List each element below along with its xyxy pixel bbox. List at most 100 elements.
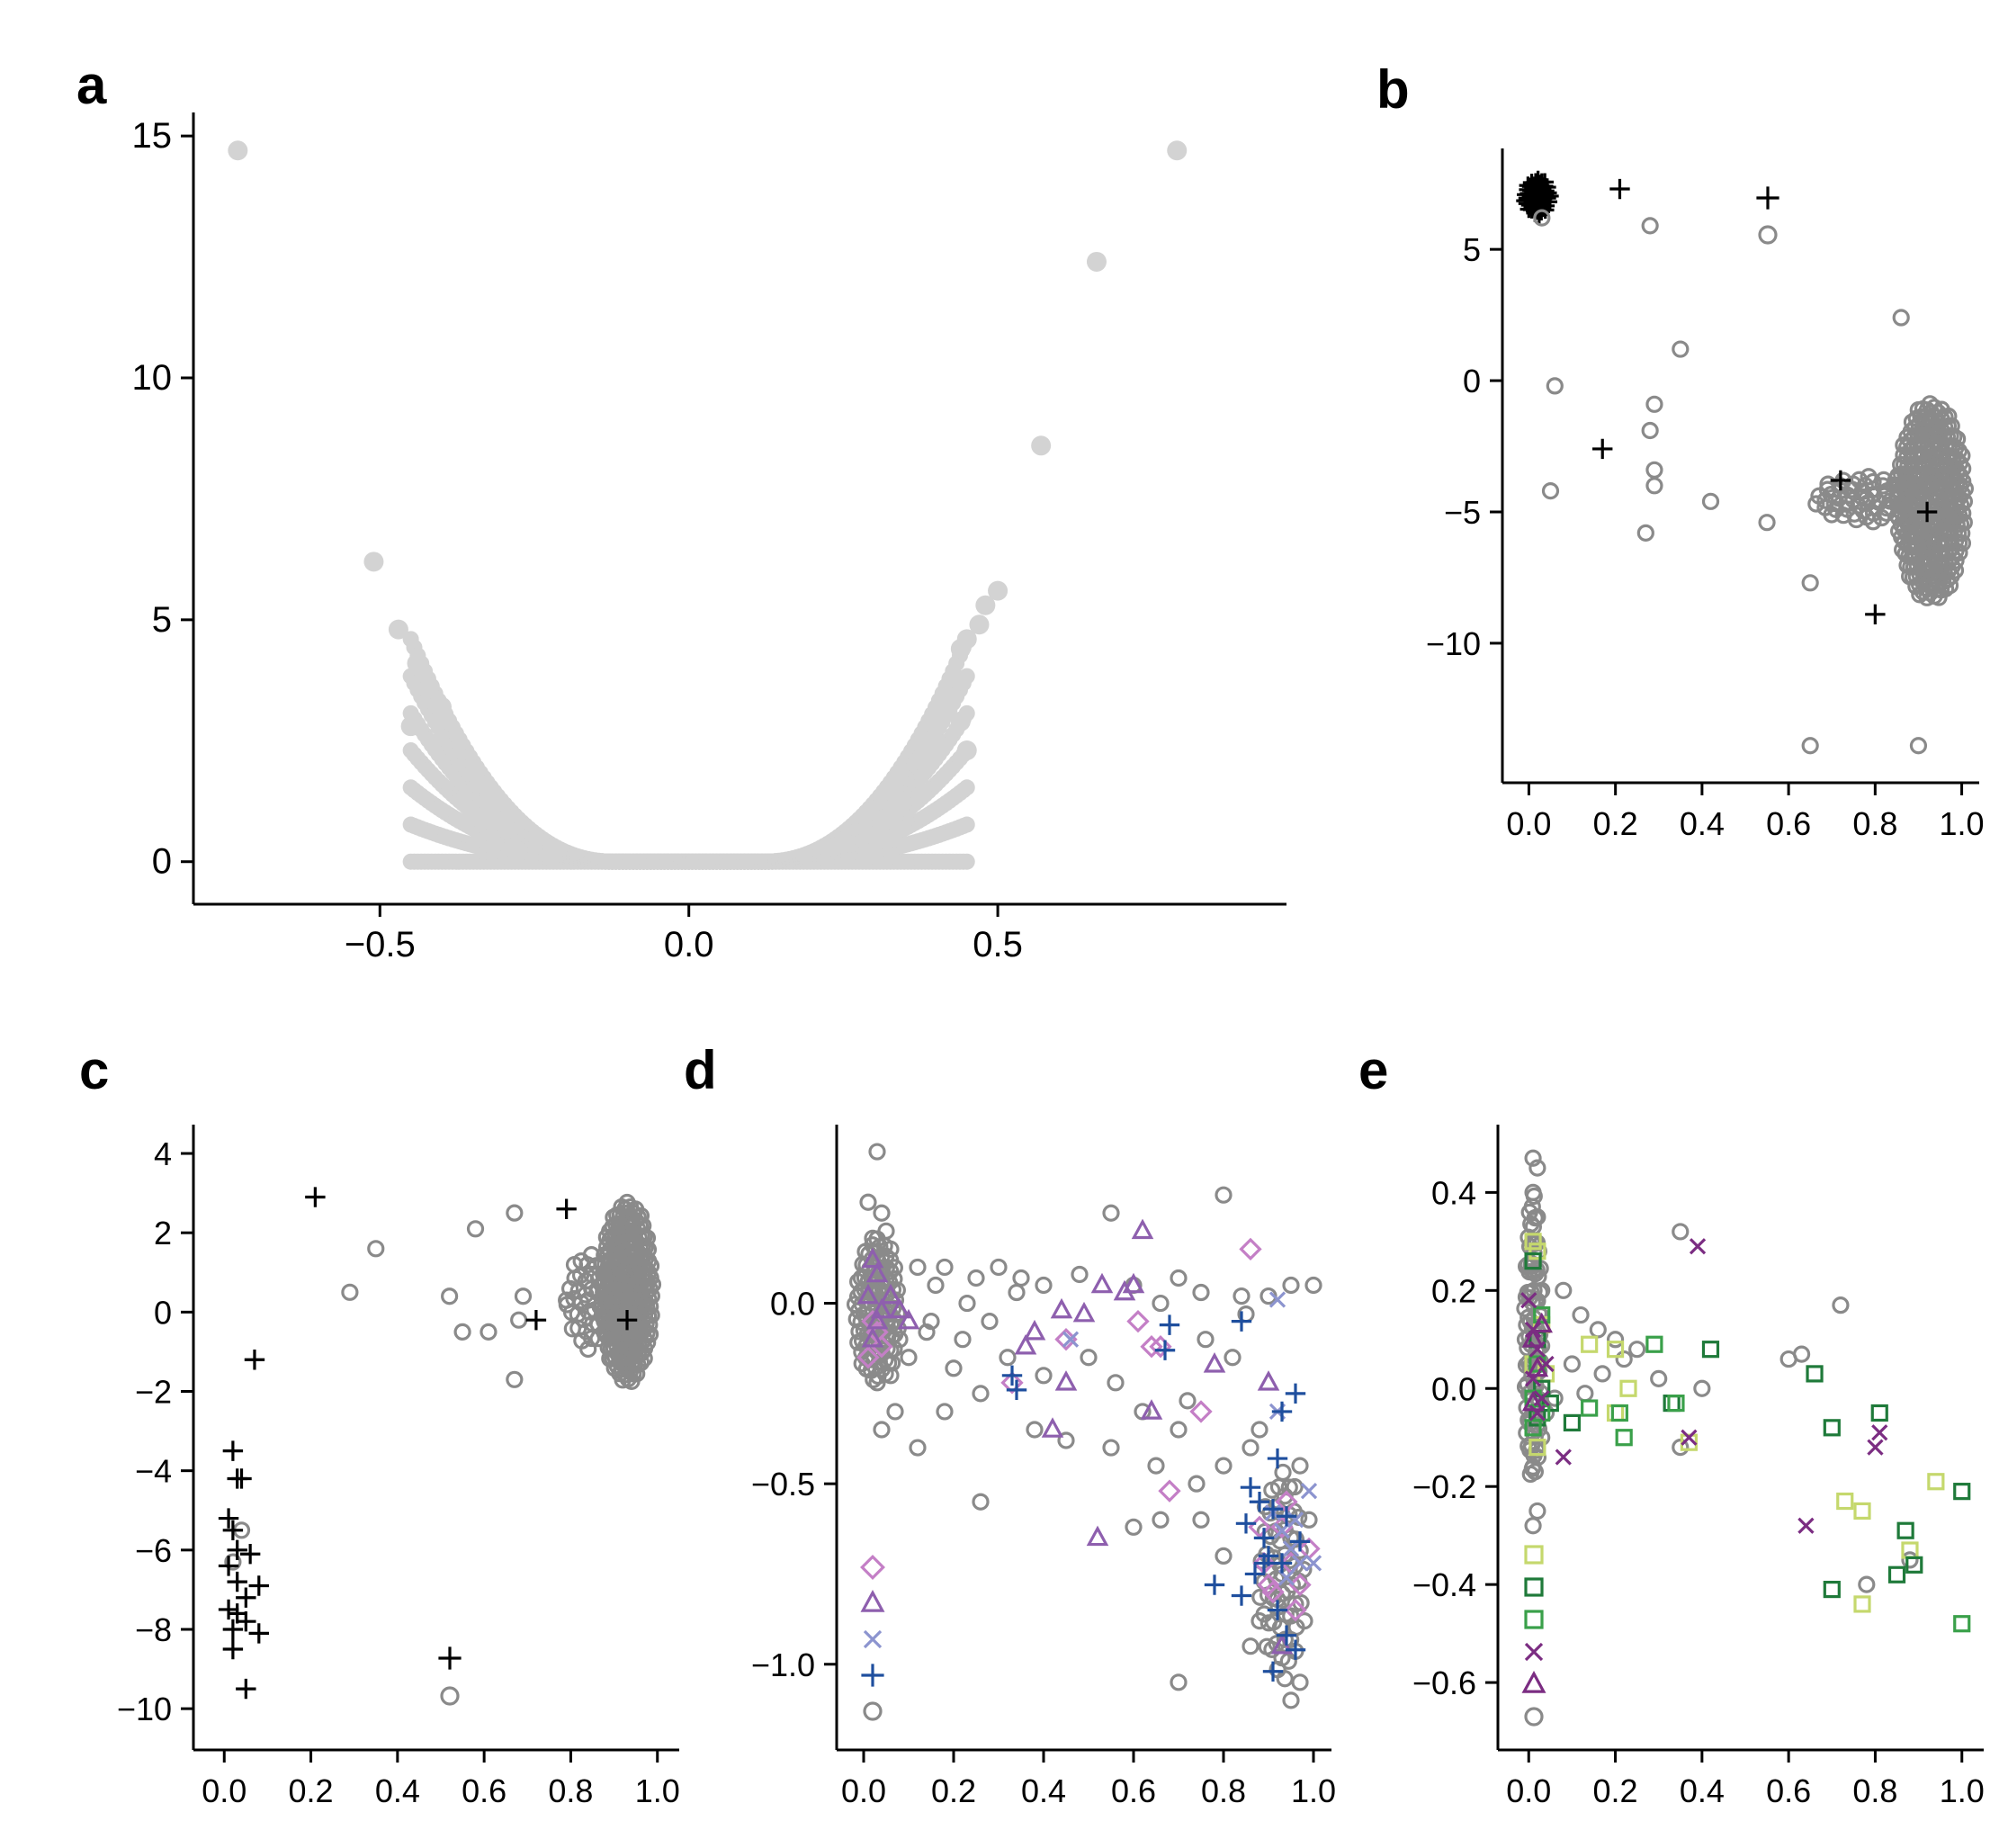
data-point <box>1526 1356 1549 1377</box>
data-point <box>1858 1575 1876 1593</box>
legend-marker <box>1756 186 1779 210</box>
data-point <box>864 1229 882 1247</box>
data-point <box>341 1283 359 1301</box>
data-point <box>1253 1553 1275 1574</box>
data-point <box>1242 1637 1259 1655</box>
series-melanoma <box>1592 178 1938 625</box>
data-point <box>1680 1433 1699 1451</box>
data-point <box>1131 1218 1154 1240</box>
data-point <box>861 1326 884 1348</box>
data-point <box>1262 1661 1284 1682</box>
data-point <box>1147 1457 1165 1475</box>
data-point <box>1533 1281 1551 1299</box>
gene-pair-point <box>950 711 971 731</box>
cluster-point <box>1519 1228 1537 1246</box>
series-liver <box>1524 1233 1945 1613</box>
data-point <box>1801 574 1819 592</box>
gene-pair-point <box>975 595 996 615</box>
legend-marker <box>1524 1707 1544 1727</box>
y-tick-label: −2 <box>135 1374 172 1411</box>
data-point <box>367 1240 385 1258</box>
data-point <box>222 1520 244 1540</box>
data-point <box>859 1193 877 1211</box>
data-point <box>1628 1341 1646 1359</box>
gene-pair-point <box>228 140 248 161</box>
data-point <box>236 1610 256 1632</box>
y-tick-label: 15 <box>132 116 173 156</box>
cluster-point <box>623 1372 641 1390</box>
y-tick-label: −1.0 <box>751 1646 815 1683</box>
x-tick-label: 0.8 <box>548 1772 593 1809</box>
cluster-point <box>1536 173 1554 192</box>
data-point <box>1240 1476 1261 1498</box>
data-point <box>1524 1419 1542 1437</box>
data-point <box>1853 1502 1871 1521</box>
cluster-point <box>560 1279 579 1297</box>
data-point <box>1667 1394 1685 1413</box>
x-tick-label: 0.0 <box>1506 1772 1551 1809</box>
y-tick-label: 0 <box>1463 363 1481 399</box>
data-point <box>1541 482 1560 500</box>
cluster-point <box>1274 1463 1292 1482</box>
data-point <box>918 1323 936 1341</box>
panel-d-scatter-chart: 0.0 0.2 0.4 0.6 0.8 1.0 0.0 −0.5 −1.0 <box>751 1125 1336 1809</box>
dense-cluster <box>1516 170 1559 224</box>
data-point <box>1801 737 1819 755</box>
data-point <box>1806 1365 1824 1383</box>
data-point <box>1006 1379 1027 1401</box>
cluster-point <box>632 1207 650 1225</box>
data-point <box>927 1276 945 1295</box>
cluster-point <box>885 1269 903 1288</box>
cluster-point <box>1276 1630 1294 1648</box>
cluster-point <box>605 1359 623 1377</box>
data-point <box>1041 1417 1064 1438</box>
panel-letter-c: c <box>79 1040 109 1100</box>
cluster-point <box>1952 496 1970 515</box>
cluster-point <box>596 1322 614 1341</box>
data-point <box>886 1403 904 1421</box>
cluster-point <box>1528 1449 1547 1467</box>
data-point <box>1563 1413 1582 1431</box>
data-point <box>1071 1265 1089 1284</box>
data-point <box>1276 1506 1297 1527</box>
data-point <box>999 1349 1017 1367</box>
data-point <box>1192 1283 1210 1302</box>
legend-marker <box>1524 1610 1544 1629</box>
data-point <box>1224 1349 1242 1367</box>
cluster-point <box>1901 568 1919 586</box>
data-point <box>248 1623 269 1644</box>
gene-pair-point <box>1086 251 1107 272</box>
data-point <box>1261 1580 1285 1604</box>
data-point <box>227 1539 247 1561</box>
cluster-point <box>1896 544 1914 562</box>
y-tick-label: 10 <box>132 358 173 398</box>
series-others <box>224 1204 576 1571</box>
panel-c-scatter-chart: 0.0 0.2 0.4 0.6 0.8 1.0 4 2 0 −2 −4 −6 −8 −10 <box>117 1125 680 1809</box>
data-point <box>227 1571 247 1592</box>
data-point <box>888 1297 911 1319</box>
cluster-point <box>1946 561 1965 579</box>
data-point <box>1619 1379 1637 1397</box>
cluster-point <box>601 1350 619 1368</box>
y-tick-label: 5 <box>152 600 172 640</box>
gene-pair-point <box>945 668 965 688</box>
y-tick-label: 0.0 <box>1431 1370 1476 1407</box>
cluster-point <box>883 1354 901 1372</box>
data-point <box>1152 1511 1170 1529</box>
data-point <box>1609 178 1630 200</box>
data-point <box>1901 1551 1919 1569</box>
data-point <box>1170 1673 1188 1691</box>
series-others <box>859 1143 1322 1709</box>
y-tick-label: −5 <box>1444 494 1481 531</box>
data-point <box>1650 1369 1668 1387</box>
data-point <box>1090 1272 1114 1294</box>
data-point <box>1282 1691 1300 1709</box>
cluster-point <box>1895 446 1913 464</box>
series-ovary <box>856 1218 1294 1655</box>
cluster-point <box>1847 510 1866 529</box>
cluster-point <box>885 1259 903 1277</box>
data-point <box>1233 1287 1251 1305</box>
data-point <box>506 1370 524 1388</box>
data-point <box>972 1385 990 1403</box>
